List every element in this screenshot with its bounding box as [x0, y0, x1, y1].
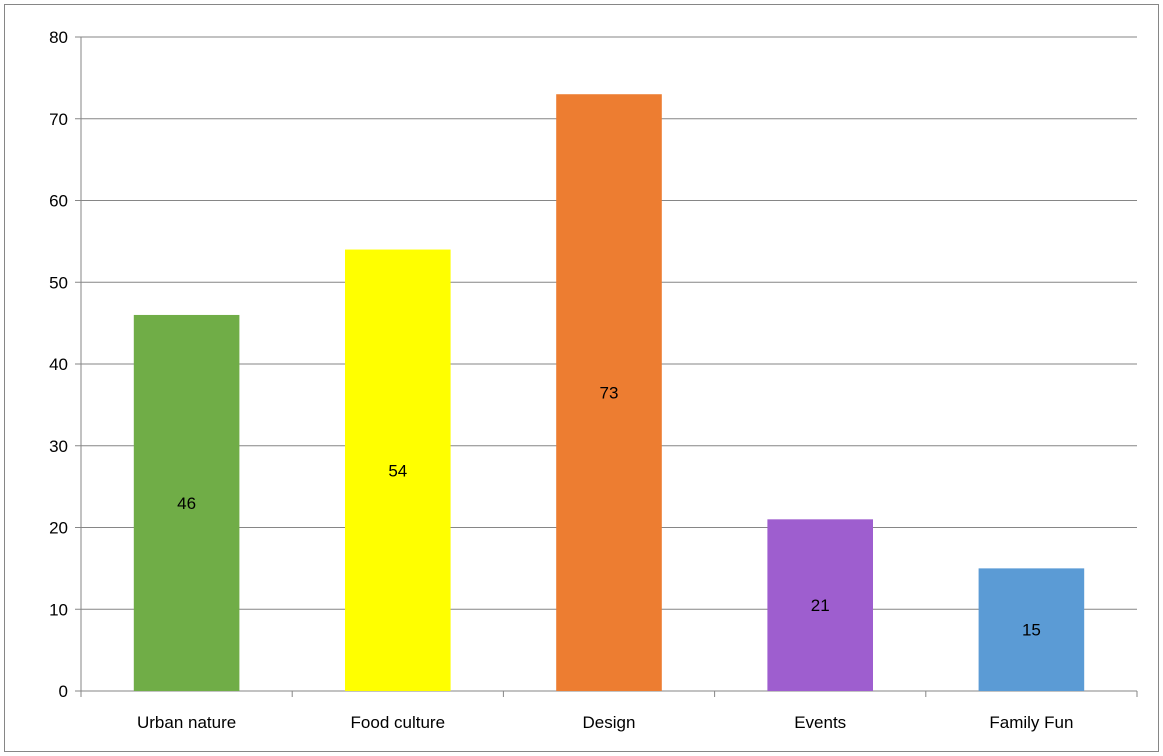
- x-tick-label: Events: [794, 713, 846, 732]
- y-tick-label: 10: [49, 600, 68, 619]
- bar: [978, 568, 1085, 691]
- x-tick-label: Food culture: [351, 713, 446, 732]
- x-tick-label: Family Fun: [989, 713, 1073, 732]
- y-tick-label: 70: [49, 110, 68, 129]
- y-tick-label: 60: [49, 192, 68, 211]
- y-tick-label: 0: [59, 682, 68, 701]
- data-label: 15: [1022, 621, 1041, 640]
- y-tick-label: 40: [49, 355, 68, 374]
- data-label: 73: [600, 384, 619, 403]
- data-label: 46: [177, 494, 196, 513]
- bar: [556, 94, 662, 692]
- labels: 0 10 20 30 40 50 60 70 80 46 Urban nature 54 Food cu…: [49, 28, 1073, 732]
- bar: [133, 314, 240, 691]
- y-tick-label: 80: [49, 28, 68, 47]
- bars: [133, 94, 1085, 692]
- x-tick-label: Urban nature: [137, 713, 236, 732]
- data-label: 21: [811, 596, 830, 615]
- bar: [767, 519, 873, 691]
- y-tick-label: 20: [49, 519, 68, 538]
- y-tick-label: 30: [49, 437, 68, 456]
- y-tick-label: 50: [49, 273, 68, 292]
- bar: [345, 249, 451, 692]
- x-tick-label: Design: [583, 713, 636, 732]
- data-label: 54: [388, 461, 407, 480]
